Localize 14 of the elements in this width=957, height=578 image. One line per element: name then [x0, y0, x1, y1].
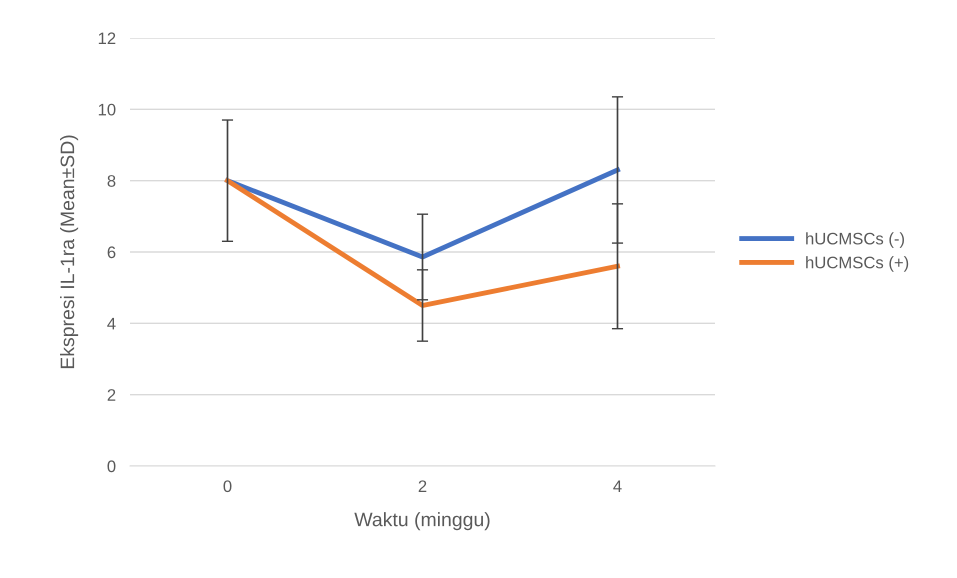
y-tick-label: 2 — [108, 389, 116, 401]
y-tick-label: 0 — [107, 460, 116, 472]
y-tick-label: 6 — [108, 246, 116, 258]
y-tick-label: 8 — [108, 175, 116, 187]
legend-label: hUCMSCs (-) — [806, 232, 904, 248]
x-tick-label: 0 — [224, 480, 232, 492]
y-tick-label: 12 — [98, 32, 116, 44]
y-tick-label: 10 — [98, 104, 116, 116]
x-tick-label: 2 — [418, 480, 426, 492]
y-axis-title: Ekspresi IL-1ra (Mean±SD) — [60, 135, 78, 368]
x-axis-title: Waktu (minggu) — [354, 512, 490, 530]
legend-label: hUCMSCs (+) — [806, 256, 908, 272]
y-tick-label: 4 — [107, 318, 116, 330]
x-tick-label: 4 — [613, 480, 622, 492]
